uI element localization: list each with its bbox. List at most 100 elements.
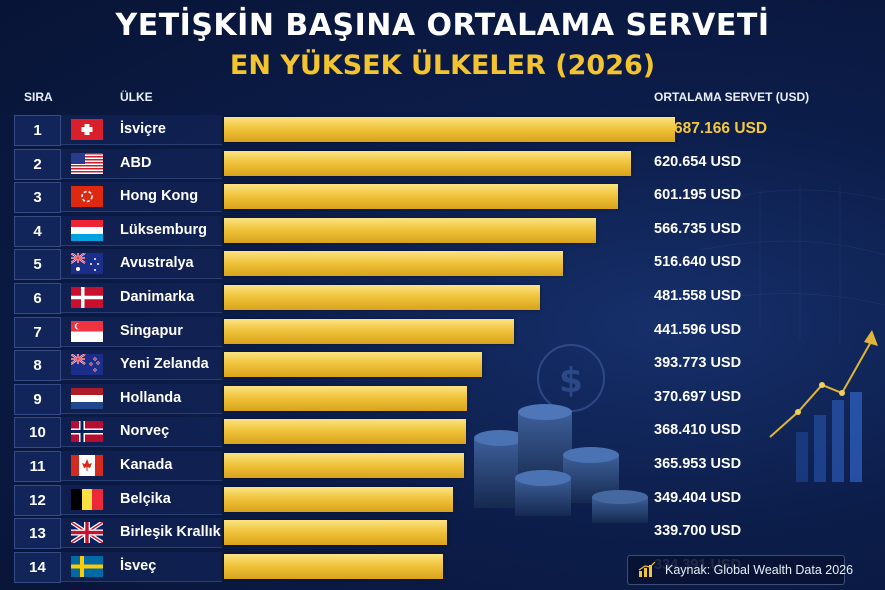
bar bbox=[224, 520, 447, 546]
country-cell: Avustralya bbox=[61, 249, 222, 280]
country-name: Singapur bbox=[120, 322, 183, 339]
table-row: 14 İsveç bbox=[14, 551, 644, 583]
value-label: 339.700 USD bbox=[654, 523, 741, 539]
country-cell: Norveç bbox=[61, 417, 222, 448]
value-unit: USD bbox=[710, 388, 742, 405]
country-cell: Birleşik Krallık bbox=[61, 518, 222, 549]
value-label: 601.195 USD bbox=[654, 187, 741, 203]
country-name: Hong Kong bbox=[120, 188, 199, 205]
canada-flag-icon bbox=[71, 455, 103, 476]
country-name: Belçika bbox=[120, 490, 171, 507]
value-label: 620.654 USD bbox=[654, 154, 741, 170]
usa-flag-icon bbox=[71, 152, 103, 174]
table-row: 6 Danimarka bbox=[14, 283, 644, 314]
table-row: 8 Yeni Zelanda bbox=[14, 350, 644, 382]
bar bbox=[224, 453, 464, 478]
rank-number: 4 bbox=[14, 215, 61, 247]
value-number: 365.953 bbox=[654, 456, 707, 472]
country-name: Avustralya bbox=[120, 255, 194, 272]
country-name: İsviçre bbox=[120, 121, 166, 137]
country-cell: Danimarka bbox=[61, 283, 222, 313]
bar bbox=[224, 419, 466, 445]
value-label: 370.697 USD bbox=[654, 389, 741, 405]
table-row: 2 ABD bbox=[14, 148, 644, 180]
bar bbox=[224, 318, 514, 344]
table-row: 5 Avustralya bbox=[14, 249, 644, 281]
country-name: Hollanda bbox=[120, 389, 182, 406]
uk-flag-icon bbox=[71, 522, 103, 544]
world-grid bbox=[699, 185, 885, 345]
country-cell: Lüksemburg bbox=[61, 215, 222, 246]
table-row: 1 İsviçre bbox=[14, 115, 644, 146]
value-label: 516.640 USD bbox=[654, 254, 741, 270]
rank-number: 3 bbox=[14, 182, 61, 214]
norway-flag-icon bbox=[71, 421, 103, 443]
value-unit: USD bbox=[710, 456, 742, 472]
table-row: 3 Hong Kong bbox=[14, 182, 644, 214]
value-number: 370.697 bbox=[654, 388, 707, 405]
country-name: Birleşik Krallık bbox=[120, 524, 221, 541]
country-cell: Yeni Zelanda bbox=[61, 350, 222, 381]
table-row: 10 Norveç bbox=[14, 417, 644, 449]
table-row: 4 Lüksemburg bbox=[14, 215, 644, 247]
value-label: 349.404 USD bbox=[654, 490, 741, 506]
country-column-header: ÜLKE bbox=[120, 90, 153, 104]
bar bbox=[224, 352, 483, 378]
rank-number: 11 bbox=[14, 451, 61, 482]
rank-number: 5 bbox=[14, 249, 61, 281]
bar bbox=[224, 553, 444, 579]
value-unit: USD bbox=[710, 153, 742, 170]
rank-number: 14 bbox=[14, 551, 61, 583]
bar bbox=[224, 184, 619, 210]
rank-number: 13 bbox=[14, 518, 61, 550]
luxembourg-flag-icon bbox=[71, 219, 103, 241]
value-number: 339.700 bbox=[654, 523, 707, 540]
sweden-flag-icon bbox=[71, 555, 103, 577]
value-unit: USD bbox=[734, 120, 768, 137]
bar bbox=[224, 117, 675, 142]
value-unit: USD bbox=[710, 489, 742, 506]
value-number: 393.773 bbox=[654, 355, 707, 372]
country-cell: İsviçre bbox=[61, 115, 222, 145]
australia-flag-icon bbox=[71, 253, 103, 275]
denmark-flag-icon bbox=[71, 287, 103, 308]
value-unit: USD bbox=[710, 422, 742, 439]
country-name: Yeni Zelanda bbox=[120, 356, 209, 373]
value-column-header: ORTALAMA SERVET (USD) bbox=[654, 90, 810, 104]
growth-chart-icon bbox=[769, 330, 878, 482]
rank-number: 1 bbox=[14, 115, 61, 146]
value-label: 368.410 USD bbox=[654, 422, 741, 438]
value-label: 687.166 USD bbox=[674, 120, 767, 138]
value-number: 566.735 bbox=[654, 220, 707, 237]
country-name: Norveç bbox=[120, 423, 170, 440]
coin-stacks-icon bbox=[474, 404, 648, 523]
svg-text:$: $ bbox=[559, 361, 583, 401]
bar bbox=[224, 285, 540, 310]
bar bbox=[224, 251, 563, 277]
table-row: 12 Belçika bbox=[14, 484, 644, 516]
value-unit: USD bbox=[710, 321, 742, 338]
rank-number: 7 bbox=[14, 316, 61, 348]
bar bbox=[224, 385, 467, 411]
country-name: Danimarka bbox=[120, 289, 195, 305]
netherlands-flag-icon bbox=[71, 387, 103, 409]
rank-number: 9 bbox=[14, 383, 61, 415]
rank-number: 8 bbox=[14, 350, 61, 382]
value-unit: USD bbox=[710, 523, 742, 540]
rank-column-header: SIRA bbox=[24, 90, 53, 104]
value-number: 516.640 bbox=[654, 254, 707, 271]
country-cell: Belçika bbox=[61, 484, 222, 515]
value-unit: USD bbox=[710, 288, 742, 304]
value-number: 687.166 bbox=[674, 120, 731, 137]
source-text: Kaynak: Global Wealth Data 2026 bbox=[665, 563, 854, 577]
belgium-flag-icon bbox=[71, 488, 103, 510]
bar-chart-icon bbox=[638, 562, 656, 577]
value-unit: USD bbox=[710, 254, 742, 271]
country-name: Kanada bbox=[120, 457, 173, 473]
new-zealand-flag-icon bbox=[71, 354, 103, 376]
value-label: 365.953 USD bbox=[654, 456, 741, 472]
rank-number: 2 bbox=[14, 148, 61, 180]
country-name: ABD bbox=[120, 154, 152, 171]
hong-kong-flag-icon bbox=[71, 186, 103, 208]
